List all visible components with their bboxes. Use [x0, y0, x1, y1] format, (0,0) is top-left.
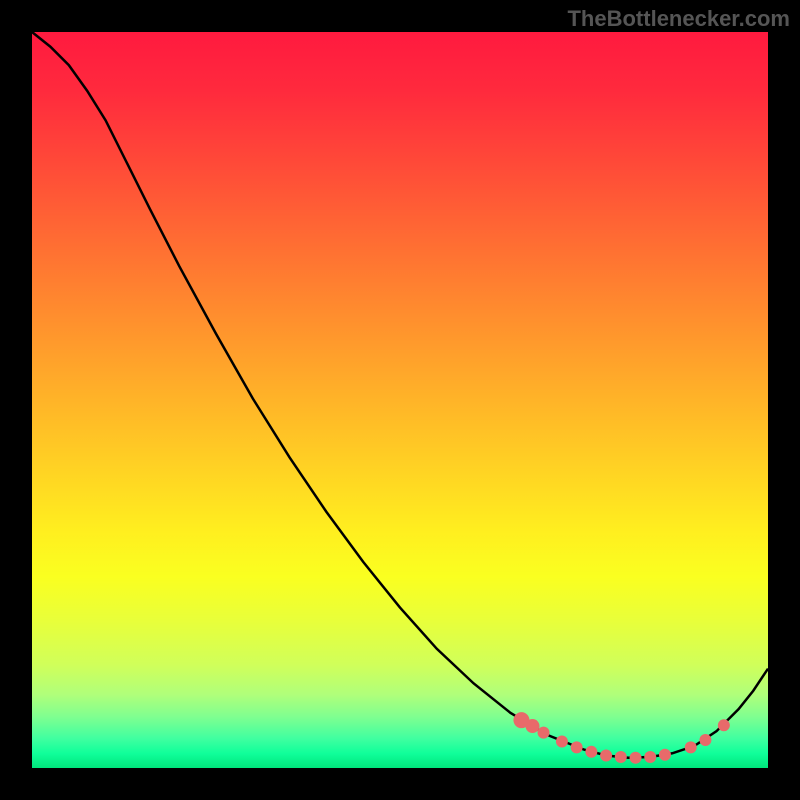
curve-markers	[513, 712, 729, 764]
curve-marker	[538, 727, 550, 739]
curve-layer	[32, 32, 768, 768]
curve-marker	[571, 741, 583, 753]
watermark-text: TheBottlenecker.com	[567, 6, 790, 32]
curve-marker	[556, 736, 568, 748]
curve-marker	[525, 719, 539, 733]
curve-marker	[699, 734, 711, 746]
curve-marker	[630, 752, 642, 764]
plot-area	[32, 32, 768, 768]
curve-marker	[644, 751, 656, 763]
curve-marker	[685, 741, 697, 753]
curve-marker	[600, 749, 612, 761]
bottleneck-curve	[32, 32, 768, 758]
curve-marker	[718, 719, 730, 731]
curve-marker	[615, 751, 627, 763]
curve-marker	[659, 749, 671, 761]
curve-marker	[585, 746, 597, 758]
